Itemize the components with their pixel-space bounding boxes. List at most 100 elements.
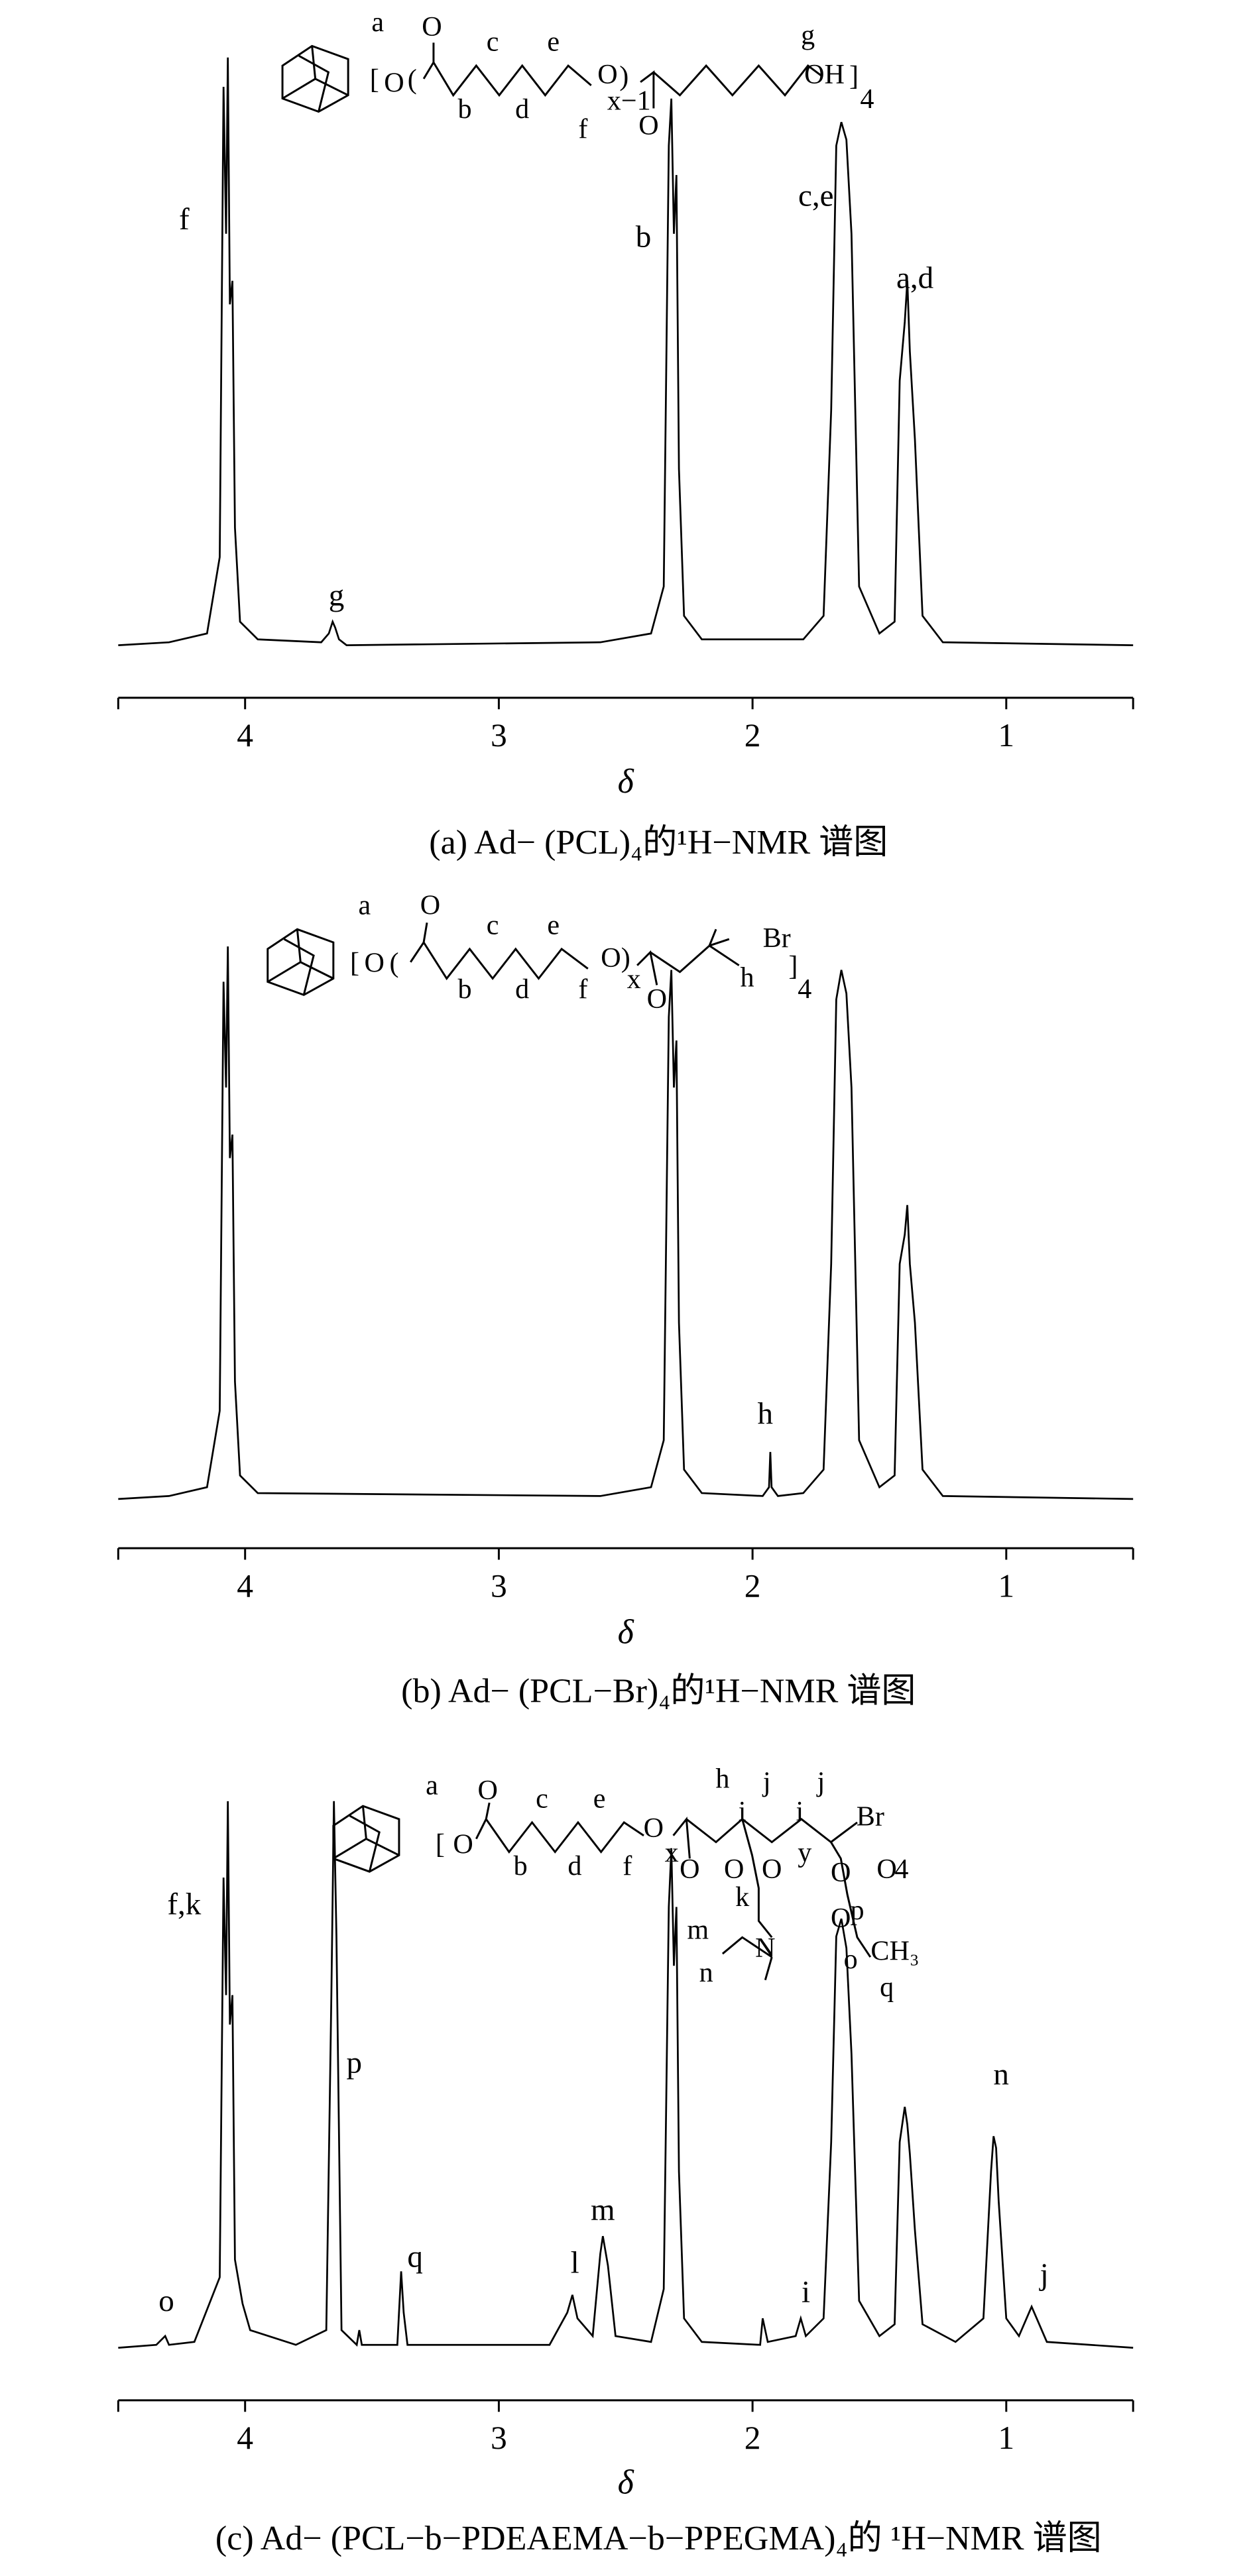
x-tick-label: 1 [998,1567,1014,1604]
caption: (a) Ad− (PCL)₄的¹H−NMR 谱图 [429,824,888,862]
peak-label: f,k [167,1887,201,1921]
x-tick-label: 4 [237,717,253,754]
x-tick-label: 1 [998,2420,1014,2456]
structure-label: OH [804,59,845,90]
structure-label: 4 [798,974,811,1005]
structure-label: d [515,974,529,1005]
peak-label: q [407,2239,423,2274]
peak-label: o [158,2284,174,2318]
structure-b [267,923,740,996]
structure-label: ] [788,950,798,981]
structure-label: [ [370,64,379,95]
x-tick-label: 3 [491,717,507,754]
structure-label: i [739,1796,746,1827]
peak-label: b [636,219,652,254]
caption: (c) Ad− (PCL−b−PDEAEMA−b−PPEGMA)₄的 ¹H−NM… [215,2520,1102,2557]
structure-label: x−1 [607,85,651,117]
structure-label: e [593,1783,606,1814]
structure-label: CH₃ [870,1936,919,1967]
structure-label: a [359,890,371,921]
structure-label: c [536,1783,548,1814]
structure-label: g [801,20,815,51]
spectrum-line [118,57,1134,646]
structure-label: y [798,1837,811,1868]
structure-label: x [627,964,641,995]
x-tick-label: 4 [237,1567,253,1604]
structure-label: [ [436,1829,445,1860]
spectrum-line [118,946,1134,1500]
structure-label: 4 [860,84,874,115]
structure-label: ( [389,947,398,978]
structure-label: O [365,947,385,978]
structure-label: d [567,1850,581,1881]
structure-label: O [724,1854,744,1885]
structure-label: a [426,1770,438,1801]
x-tick-label: 3 [491,2420,507,2456]
structure-label: O [601,942,621,974]
peak-label: h [757,1396,773,1431]
structure-label: a [371,7,384,38]
structure-label: O [831,1857,851,1888]
structure-label: O [638,110,658,141]
x-tick-label: 2 [745,2420,761,2456]
structure-label: c [487,27,499,58]
peak-label: i [802,2275,810,2310]
spectrum-line [118,1801,1134,2349]
caption: (b) Ad− (PCL−Br)₄的¹H−NMR 谱图 [401,1673,916,1710]
structure-label: O [453,1829,473,1860]
structure-label: x [665,1837,679,1868]
structure-label: f [623,1850,632,1881]
x-axis-label: δ [618,1613,634,1651]
structure-label: n [699,1957,713,1988]
structure-label: O [647,983,667,1015]
structure-label: ) [619,61,628,92]
structure-label: ] [849,61,859,92]
structure-label: b [457,974,471,1005]
structure-label: Br [763,923,791,954]
structure-label: d [515,93,529,125]
structure-label: O [597,59,617,90]
x-tick-label: 2 [745,717,761,754]
structure-label: m [687,1915,709,1946]
structure-label: o [844,1944,858,1975]
x-tick-label: 1 [998,717,1014,754]
structure-label: j [762,1767,771,1798]
structure-label: O [422,11,442,42]
structure-label: q [880,1972,894,2003]
structure-label: i [796,1796,804,1827]
x-tick-label: 2 [745,1567,761,1604]
peak-label: j [1039,2257,1049,2292]
structure-label: O [420,890,440,921]
structure-label: h [715,1764,729,1795]
structure-label: O [644,1813,664,1844]
peak-label: f [179,202,190,237]
x-tick-label: 3 [491,1567,507,1604]
structure-label: O [831,1903,851,1934]
x-axis-label: δ [618,763,634,801]
structure-a [281,42,822,113]
structure-label: ) [621,942,630,974]
structure-label: O [876,1854,896,1885]
structure-label: O [384,67,404,98]
structure-label: N [755,1932,775,1964]
structure-label: O [477,1775,497,1806]
peak-label: l [571,2245,579,2280]
structure-label: [ [350,947,359,978]
structure-label: O [680,1854,699,1885]
x-tick-label: 4 [237,2420,253,2456]
peak-label: n [993,2057,1009,2092]
structure-c [332,1802,872,1981]
structure-label: b [514,1850,528,1881]
peak-label: c,e [798,178,834,213]
structure-label: ( [408,64,417,95]
structure-label: k [735,1881,750,1913]
structure-label: c [487,909,499,940]
peak-label: p [347,2046,363,2080]
structure-label: f [578,974,588,1005]
x-axis-label: δ [618,2464,634,2502]
peak-label: g [329,578,345,612]
structure-label: b [457,93,471,125]
structure-label: O [762,1854,782,1885]
structure-label: e [547,909,560,940]
